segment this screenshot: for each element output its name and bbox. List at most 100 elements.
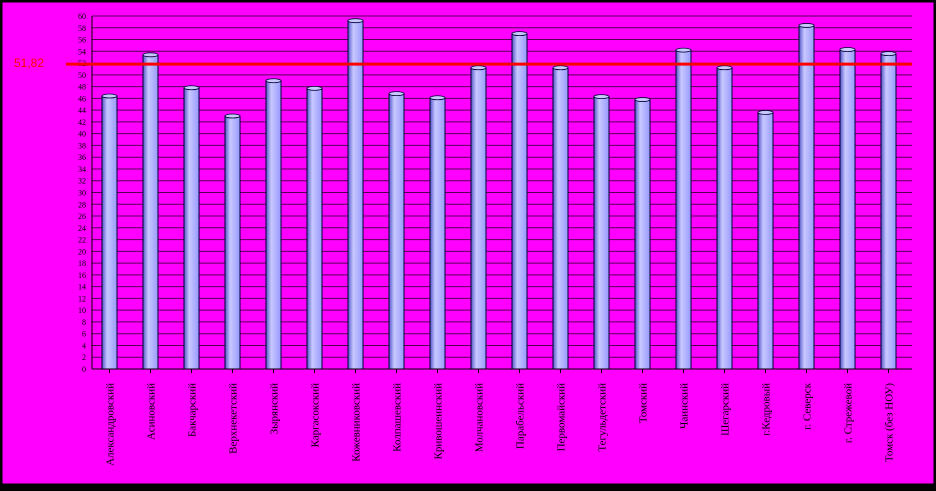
bar [265, 80, 282, 370]
x-tick-label: г. Северск [802, 382, 814, 430]
y-tick-label: 12 [78, 294, 86, 303]
bar-group [101, 93, 118, 370]
y-tick-label: 24 [78, 224, 86, 233]
bar [429, 97, 446, 370]
x-tick-label: Верхнекетский [228, 383, 240, 454]
bar-top [224, 113, 241, 119]
bar [552, 67, 569, 370]
bar-top [552, 65, 569, 71]
x-axis: Александровский Асиновский Бакчарский Верхн… [92, 368, 912, 466]
y-tick-label: 40 [78, 130, 86, 139]
bar-group [142, 52, 159, 370]
y-tick-label: 14 [78, 283, 86, 292]
bar-top [470, 65, 487, 71]
x-tick-label: Шегарский [720, 383, 732, 436]
y-tick-label: 8 [82, 318, 86, 327]
bar-group [224, 113, 241, 370]
y-tick-label: 10 [78, 306, 86, 315]
bar-top [634, 97, 651, 102]
bar [224, 115, 241, 370]
x-tick-label: Чаинский [679, 383, 691, 429]
bar [511, 33, 528, 370]
x-tick-label: Зырянский [269, 383, 281, 434]
bar-group [511, 31, 528, 370]
bar-top [511, 31, 528, 37]
bar-top [183, 85, 200, 91]
bar-group [593, 94, 610, 370]
y-tick-label: 46 [78, 94, 86, 103]
bar-top [347, 18, 364, 24]
bar [470, 67, 487, 370]
y-tick-label: 36 [78, 153, 86, 162]
bar [716, 67, 733, 370]
y-tick-label: 58 [78, 24, 86, 33]
x-tick-label: Парабельский [515, 383, 527, 449]
bar-top [839, 47, 856, 52]
x-tick-label: Александровский [105, 383, 117, 466]
bar-group [757, 110, 774, 370]
bar [388, 93, 405, 370]
bar [675, 49, 692, 370]
bar [757, 111, 774, 370]
y-tick-label: 48 [78, 83, 86, 92]
bar-group [347, 18, 364, 370]
y-tick-label: 2 [82, 353, 86, 362]
bar [634, 99, 651, 370]
bar-group [798, 23, 815, 370]
y-tick-label: 42 [78, 118, 86, 127]
bar-group [552, 65, 569, 370]
y-tick-label: 50 [78, 71, 86, 80]
y-tick-label: 16 [78, 271, 86, 280]
bar [142, 54, 159, 370]
bar-group [306, 85, 323, 370]
bar-top [593, 94, 610, 100]
y-tick-label: 28 [78, 200, 86, 209]
bar [593, 96, 610, 370]
bar-top [101, 93, 118, 99]
bar-group [634, 97, 651, 370]
y-tick-label: 30 [78, 189, 86, 198]
x-tick-label: Молчановский [474, 383, 486, 452]
y-tick-label: 0 [82, 365, 86, 374]
bar-group [839, 47, 856, 370]
x-tick-label: г.Кедровый [761, 383, 773, 436]
y-tick-label: 38 [78, 141, 86, 150]
x-tick-label: Кривошеинский [433, 383, 445, 460]
bar-top [142, 52, 159, 58]
bar-top [388, 91, 405, 97]
bar [183, 87, 200, 370]
x-tick-label: Асиновский [146, 383, 158, 440]
bar-top [880, 51, 897, 57]
bar-top [429, 95, 446, 101]
bar-top [306, 85, 323, 91]
y-axis: 0246810121416182022242628303234363840424… [78, 12, 93, 374]
x-tick-label: Колпашевский [392, 383, 404, 452]
y-tick-label: 26 [78, 212, 86, 221]
bar [798, 24, 815, 370]
bar-group [183, 85, 200, 370]
y-tick-label: 4 [82, 341, 86, 350]
bar [880, 53, 897, 370]
x-tick-label: Бакчарский [187, 383, 199, 437]
y-tick-label: 18 [78, 259, 86, 268]
bar-group [470, 65, 487, 370]
bar-group [388, 91, 405, 370]
bar-group [880, 51, 897, 370]
y-tick-label: 60 [78, 12, 86, 21]
reference-line-label: 51,82 [14, 56, 44, 70]
y-tick-label: 22 [78, 236, 86, 245]
bar [306, 87, 323, 370]
bar [101, 95, 118, 370]
bar-group [675, 47, 692, 370]
reference-line-group: 51,82 [14, 56, 912, 70]
y-tick-label: 20 [78, 247, 86, 256]
x-tick-label: г. Стрежевой [843, 383, 855, 443]
x-tick-label: Тегульдетский [597, 383, 609, 452]
bar-group [265, 78, 282, 370]
y-tick-label: 6 [82, 330, 86, 339]
y-tick-label: 54 [78, 47, 86, 56]
x-tick-label: Первомайский [556, 383, 568, 452]
bar-group [716, 65, 733, 370]
